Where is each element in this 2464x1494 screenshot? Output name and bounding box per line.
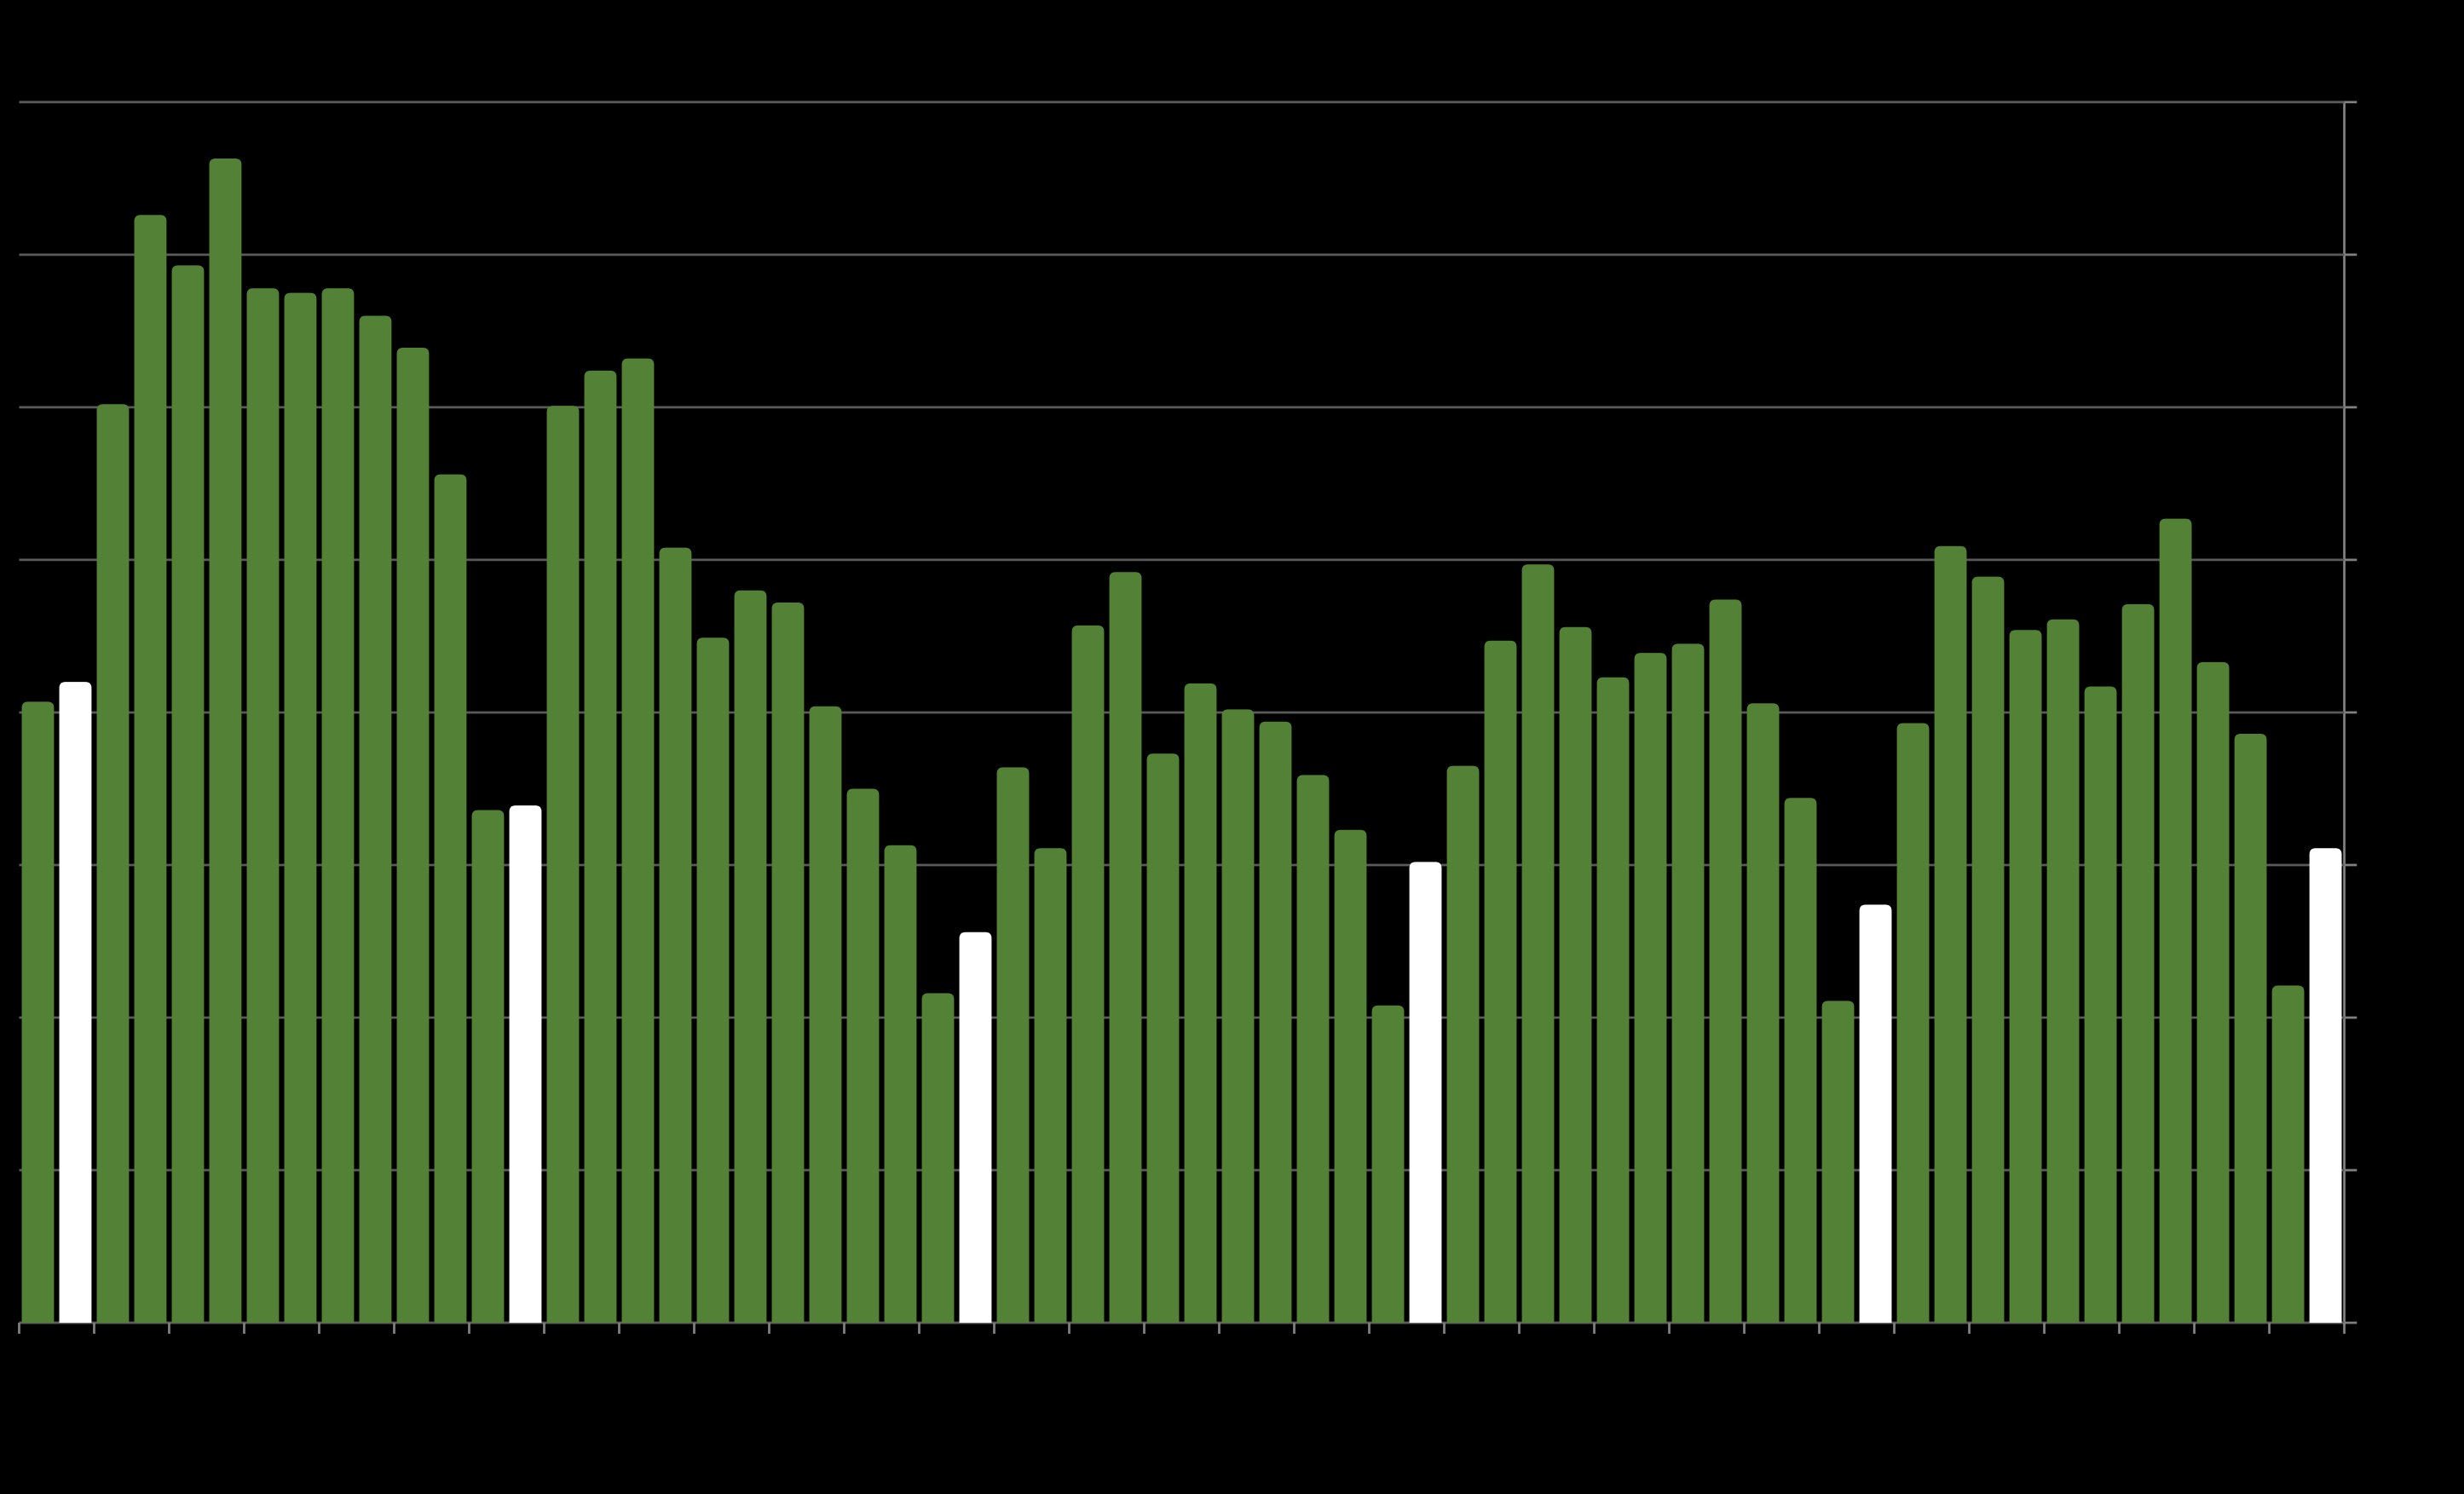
bar <box>434 474 467 1324</box>
bar <box>921 993 955 1324</box>
bar <box>59 682 92 1324</box>
bar <box>246 288 280 1324</box>
bar <box>1109 572 1142 1324</box>
bar <box>1409 862 1442 1324</box>
bar <box>1334 829 1367 1324</box>
bar <box>321 288 355 1324</box>
bar <box>1709 599 1742 1324</box>
bar <box>734 590 767 1324</box>
bar <box>2234 734 2267 1324</box>
bar <box>359 315 392 1324</box>
bar <box>21 701 55 1324</box>
bar <box>1934 545 1967 1324</box>
bar <box>1296 775 1330 1324</box>
bar <box>1146 753 1180 1324</box>
bar <box>2121 603 2155 1324</box>
bar <box>1859 904 1892 1324</box>
bar <box>134 215 167 1324</box>
bar <box>1221 709 1255 1324</box>
bar <box>1071 625 1105 1324</box>
bar <box>284 292 317 1324</box>
bar <box>1784 798 1817 1324</box>
bar <box>1446 765 1480 1324</box>
bar <box>771 603 805 1324</box>
bar <box>171 265 205 1324</box>
bar <box>1596 677 1630 1324</box>
bar <box>2271 985 2305 1324</box>
bar <box>396 348 430 1324</box>
bar <box>1521 564 1555 1324</box>
bar <box>621 358 655 1324</box>
bar <box>546 406 580 1324</box>
bar <box>2084 686 2117 1324</box>
bar <box>959 932 992 1324</box>
bar <box>1971 576 2005 1324</box>
bar <box>2046 619 2080 1324</box>
bar <box>1896 723 1930 1324</box>
bar <box>471 810 505 1324</box>
bar <box>1371 1005 1405 1324</box>
bar <box>2196 661 2230 1324</box>
bar <box>1184 683 1217 1324</box>
bar <box>209 159 242 1324</box>
bar <box>696 637 730 1324</box>
bar <box>809 706 842 1324</box>
bar <box>1671 643 1705 1324</box>
bar <box>2309 848 2342 1324</box>
bar <box>659 547 692 1324</box>
bar <box>584 370 617 1324</box>
bar <box>1484 640 1517 1324</box>
bar <box>1034 848 1067 1324</box>
bar <box>1821 1001 1855 1324</box>
bar <box>2159 518 2192 1324</box>
bar <box>509 805 542 1324</box>
bar <box>1634 653 1667 1324</box>
bar <box>996 767 1030 1324</box>
bar <box>1746 703 1780 1324</box>
bar <box>1259 721 1292 1324</box>
bar <box>2009 630 2042 1324</box>
bar <box>96 404 130 1324</box>
bar <box>1559 626 1592 1324</box>
bar <box>884 845 917 1324</box>
bar <box>846 788 880 1324</box>
